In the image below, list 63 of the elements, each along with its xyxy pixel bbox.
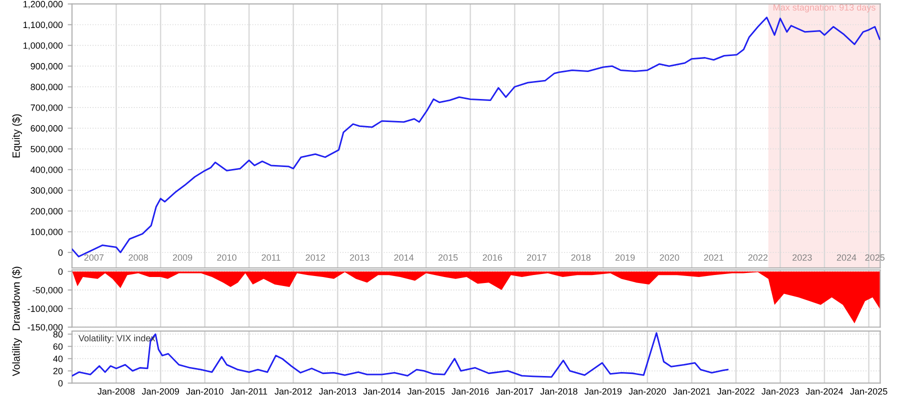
x-tick-label: 2012 [306,254,325,261]
y-tick-label: 600,000 [30,125,63,133]
band-label: Max stagnation: 913 days [774,4,876,12]
x-tick-label: 2013 [350,254,370,261]
x-tick-label: 2024 [836,254,856,261]
y-tick-label: 40 [53,356,63,362]
x-tick-label: Jan-2018 [540,388,578,395]
y-tick-label: 800,000 [30,84,63,92]
y-axis-title: Equity ($) [12,114,22,158]
x-tick-label: Jan-2019 [584,388,622,395]
x-tick-label: 2017 [527,254,546,261]
x-tick-label: 2009 [172,254,192,261]
x-tick-label: Jan-2020 [628,388,666,395]
x-tick-label: Jan-2008 [98,388,135,395]
y-tick-label: 500,000 [30,146,63,154]
x-tick-label: Jan-2021 [673,388,710,395]
y-tick-label: 80 [53,331,63,338]
y-tick-label: 60 [53,343,63,350]
x-tick-label: 2008 [128,254,148,261]
x-tick-label: Jan-2015 [407,388,445,395]
x-tick-label: 2018 [571,254,591,261]
y-axis-title: Drawdown ($) [12,266,22,330]
y-tick-label: 1,000,000 [24,42,63,50]
x-tick-label: Jan-2013 [318,388,356,395]
x-tick-label: 2019 [616,254,635,261]
x-tick-label: 2011 [262,254,280,261]
x-tick-label: 2010 [217,254,236,261]
line-series [72,332,729,378]
y-tick-label: 20 [53,368,63,374]
x-tick-label: Jan-2011 [230,388,268,395]
x-tick-label: 2021 [704,254,724,261]
x-tick-label: 2014 [394,254,414,261]
x-tick-label: Jan-2009 [142,388,179,395]
x-tick-label: Jan-2016 [452,388,489,395]
x-tick-label: 2022 [748,254,768,261]
y-tick-label: 0 [58,380,63,386]
x-tick-label: 2007 [84,254,104,261]
y-tick-label: 200,000 [30,208,63,216]
x-tick-label: Jan-2025 [850,388,888,395]
y-tick-label: -150,000 [28,324,63,332]
x-tick-label: Jan-2024 [806,388,844,395]
x-tick-label: Jan-2012 [274,388,312,395]
y-axis-title: Volatility [12,338,22,376]
y-tick-label: 900,000 [30,63,63,71]
y-tick-label: 1,100,000 [24,22,63,30]
y-tick-label: 100,000 [31,228,63,236]
x-tick-label: Jan-2023 [762,388,799,395]
x-tick-label: Jan-2022 [717,388,754,395]
x-tick-label: 2015 [438,254,458,261]
y-tick-label: 0 [58,268,63,275]
y-tick-label: -100,000 [28,306,63,313]
x-tick-label: 2023 [792,254,812,261]
y-tick-label: 700,000 [30,104,63,112]
x-tick-label: Jan-2014 [363,388,400,395]
y-tick-label: 1,200,000 [24,0,63,8]
y-tick-label: 300,000 [30,187,63,195]
x-tick-label: Jan-2010 [186,388,224,395]
y-tick-label: 400,000 [30,166,63,174]
y-tick-label: -50,000 [32,286,63,294]
x-tick-label: 2020 [660,254,680,261]
y-tick-label: 0 [58,249,63,256]
x-tick-label: 2016 [482,254,502,261]
x-tick-label: Jan-2017 [496,388,534,395]
